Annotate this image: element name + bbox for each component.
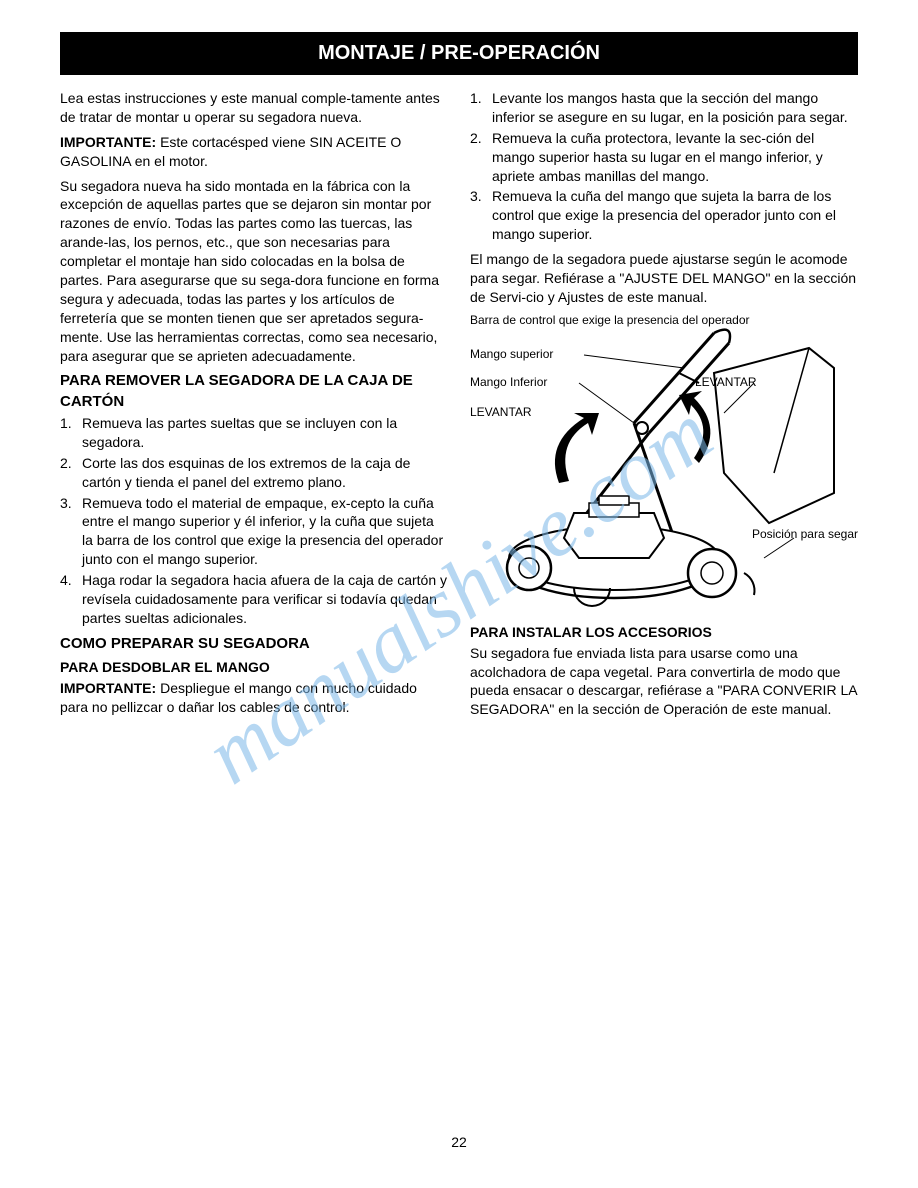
list-number: 3. (60, 494, 82, 570)
list-item: 4.Haga rodar la segadora hacia afuera de… (60, 571, 448, 628)
heading-install-accessories: PARA INSTALAR LOS ACCESORIOS (470, 623, 858, 642)
list-text: Remueva la cuña del mango que sujeta la … (492, 187, 858, 244)
list-number: 3. (470, 187, 492, 244)
list-item: 2.Remueva la cuña protectora, levante la… (470, 129, 858, 186)
list-item: 3.Remueva todo el material de empaque, e… (60, 494, 448, 570)
unfold-important-note: IMPORTANTE: Despliegue el mango con much… (60, 679, 448, 717)
remove-steps-list: 1.Remueva las partes sueltas que se incl… (60, 414, 448, 628)
list-number: 2. (470, 129, 492, 186)
mower-illustration (470, 313, 858, 613)
list-text: Corte las dos esquinas de los extremos d… (82, 454, 448, 492)
list-item: 1.Remueva las partes sueltas que se incl… (60, 414, 448, 452)
left-column: Lea estas instrucciones y este manual co… (60, 89, 448, 725)
adjust-handle-paragraph: El mango de la segadora puede ajustarse … (470, 250, 858, 307)
factory-paragraph: Su segadora nueva ha sido montada en la … (60, 177, 448, 366)
list-number: 1. (470, 89, 492, 127)
mower-diagram: Barra de control que exige la presencia … (470, 313, 858, 613)
list-number: 1. (60, 414, 82, 452)
accessories-paragraph: Su segadora fue enviada lista para usars… (470, 644, 858, 720)
list-number: 4. (60, 571, 82, 628)
intro-paragraph: Lea estas instrucciones y este manual co… (60, 89, 448, 127)
important-note: IMPORTANTE: Este cortacésped viene SIN A… (60, 133, 448, 171)
list-text: Haga rodar la segadora hacia afuera de l… (82, 571, 448, 628)
subheading-unfold-handle: PARA DESDOBLAR EL MANGO (60, 658, 448, 677)
list-item: 1.Levante los mangos hasta que la secció… (470, 89, 858, 127)
list-text: Levante los mangos hasta que la sección … (492, 89, 858, 127)
content-columns: Lea estas instrucciones y este manual co… (60, 89, 858, 725)
list-item: 3.Remueva la cuña del mango que sujeta l… (470, 187, 858, 244)
list-text: Remueva la cuña protectora, levante la s… (492, 129, 858, 186)
heading-prepare-mower: COMO PREPARAR SU SEGADORA (60, 634, 448, 654)
important-label: IMPORTANTE: (60, 680, 156, 696)
heading-remove-from-box: PARA REMOVER LA SEGADORA DE LA CAJA DE C… (60, 371, 448, 412)
list-number: 2. (60, 454, 82, 492)
right-column: 1.Levante los mangos hasta que la secció… (470, 89, 858, 725)
handle-steps-list: 1.Levante los mangos hasta que la secció… (470, 89, 858, 244)
important-label: IMPORTANTE: (60, 134, 156, 150)
page-header-banner: MONTAJE / PRE-OPERACIÓN (60, 32, 858, 75)
list-item: 2.Corte las dos esquinas de los extremos… (60, 454, 448, 492)
page-number: 22 (451, 1133, 467, 1152)
list-text: Remueva las partes sueltas que se incluy… (82, 414, 448, 452)
list-text: Remueva todo el material de empaque, ex-… (82, 494, 448, 570)
